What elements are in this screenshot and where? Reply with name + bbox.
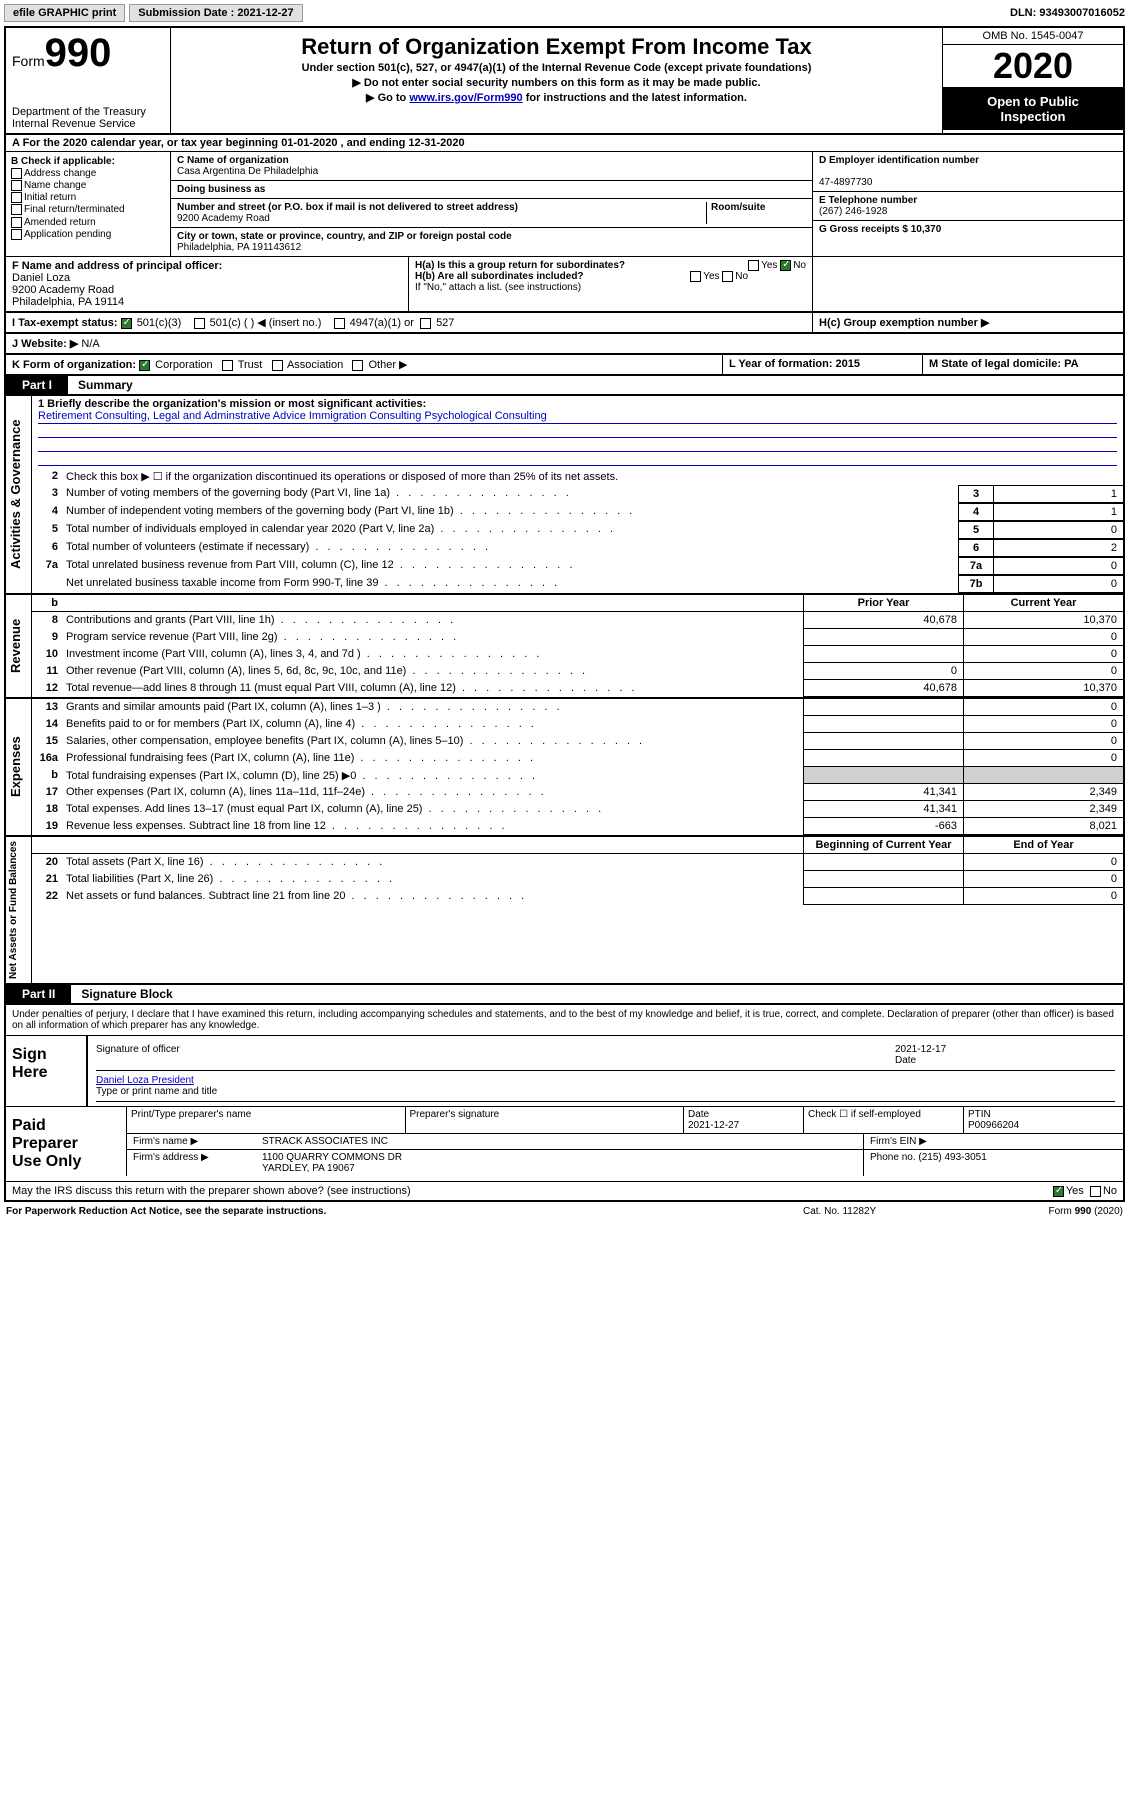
toolbar: efile GRAPHIC print Submission Date : 20… bbox=[4, 4, 1125, 22]
city: Philadelphia, PA 191143612 bbox=[177, 242, 301, 253]
footer: For Paperwork Reduction Act Notice, see … bbox=[4, 1202, 1125, 1221]
form-header: Form990 Department of the Treasury Inter… bbox=[4, 26, 1125, 135]
dln: DLN: 93493007016052 bbox=[1010, 7, 1125, 19]
submission-date: Submission Date : 2021-12-27 bbox=[129, 4, 302, 22]
dept: Department of the Treasury Internal Reve… bbox=[12, 106, 164, 130]
goto-line: ▶ Go to www.irs.gov/Form990 for instruct… bbox=[179, 91, 934, 104]
website-row: J Website: ▶ N/A bbox=[4, 334, 1125, 355]
part2-header: Part II Signature Block bbox=[4, 985, 1125, 1005]
ein: 47-4897730 bbox=[819, 177, 872, 188]
col-b-checkboxes: B Check if applicable: Address change Na… bbox=[6, 152, 171, 256]
dba-label: Doing business as bbox=[177, 184, 265, 195]
part1-header: Part I Summary bbox=[4, 376, 1125, 396]
officer-row: F Name and address of principal officer:… bbox=[4, 257, 1125, 313]
revenue-section: Revenue b Prior Year Current Year 8Contr… bbox=[4, 595, 1125, 699]
expense-section: Expenses 13Grants and similar amounts pa… bbox=[4, 699, 1125, 837]
telephone: (267) 246-1928 bbox=[819, 206, 887, 217]
subtitle: Under section 501(c), 527, or 4947(a)(1)… bbox=[179, 62, 934, 74]
tax-year: 2020 bbox=[943, 45, 1123, 88]
mission-text: Retirement Consulting, Legal and Adminst… bbox=[38, 410, 1117, 424]
governance-section: Activities & Governance 1 Briefly descri… bbox=[4, 396, 1125, 595]
form-number: Form990 bbox=[12, 31, 164, 76]
ssn-warning: ▶ Do not enter social security numbers o… bbox=[179, 76, 934, 89]
signature-block: Under penalties of perjury, I declare th… bbox=[4, 1005, 1125, 1202]
efile-btn[interactable]: efile GRAPHIC print bbox=[4, 4, 125, 22]
omb: OMB No. 1545-0047 bbox=[943, 28, 1123, 45]
form-org-row: K Form of organization: Corporation Trus… bbox=[4, 355, 1125, 376]
netassets-section: Net Assets or Fund Balances Beginning of… bbox=[4, 837, 1125, 985]
org-name-label: C Name of organization bbox=[177, 155, 289, 166]
header-grid: B Check if applicable: Address change Na… bbox=[4, 152, 1125, 257]
inspection-badge: Open to PublicInspection bbox=[943, 88, 1123, 130]
street: 9200 Academy Road bbox=[177, 213, 270, 224]
gross-receipts: G Gross receipts $ 10,370 bbox=[819, 224, 941, 235]
section-a: A For the 2020 calendar year, or tax yea… bbox=[4, 135, 1125, 152]
tax-status-row: I Tax-exempt status: 501(c)(3) 501(c) ( … bbox=[4, 313, 1125, 334]
org-name: Casa Argentina De Philadelphia bbox=[177, 166, 318, 177]
irs-link[interactable]: www.irs.gov/Form990 bbox=[409, 92, 522, 104]
form-title: Return of Organization Exempt From Incom… bbox=[179, 34, 934, 60]
